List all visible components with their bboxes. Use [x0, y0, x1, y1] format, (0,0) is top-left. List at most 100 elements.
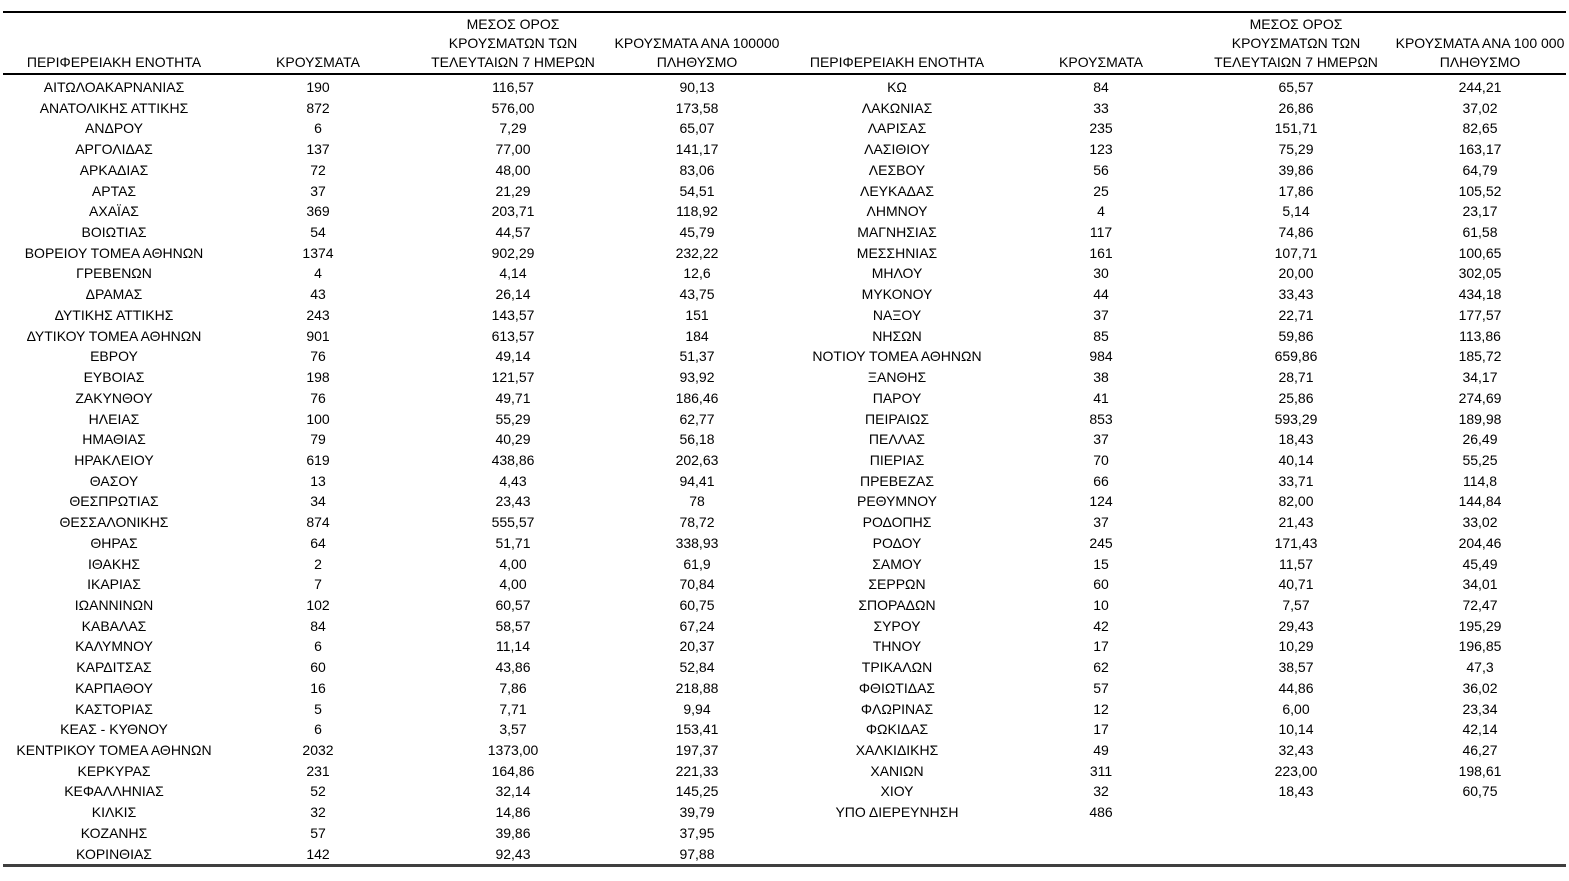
table-row: ΜΥΚΟΝΟΥ 44 33,43 434,18 — [786, 284, 1562, 305]
region-cell: ΚΑΡΠΑΘΟΥ — [75, 679, 153, 696]
region-cell: ΦΩΚΙΔΑΣ — [865, 721, 929, 738]
region-cell: ΓΡΕΒΕΝΩΝ — [76, 265, 152, 282]
region-cell: ΠΑΡΟΥ — [872, 389, 922, 406]
region-cell: ΧΑΛΚΙΔΙΚΗΣ — [855, 742, 939, 758]
avg7days-cell: 116,57 — [492, 79, 534, 95]
region-cell: ΚΑΣΤΟΡΙΑΣ — [75, 700, 153, 717]
per100k-cell: 60,75 — [679, 596, 715, 613]
avg7days-cell: 4,14 — [499, 265, 527, 282]
avg7days-cell: 33,71 — [1278, 472, 1314, 489]
region-cell: ΛΑΣΙΘΙΟΥ — [864, 141, 930, 158]
per100k-cell: 61,9 — [683, 555, 711, 572]
region-cell: ΗΛΕΙΑΣ — [88, 410, 140, 427]
cases-cell: 42 — [1093, 617, 1109, 634]
bottom-border-line — [3, 864, 1566, 867]
table-row: ΛΑΣΙΘΙΟΥ 123 75,29 163,17 — [786, 139, 1562, 160]
cases-cell: 1374 — [302, 244, 334, 261]
avg7days-cell: 107,71 — [1274, 244, 1318, 261]
table-row: ΑΡΚΑΔΙΑΣ 72 48,00 83,06 — [3, 160, 779, 181]
avg7days-cell: 74,86 — [1278, 224, 1314, 241]
table-row: ΞΑΝΘΗΣ 38 28,71 34,17 — [786, 367, 1562, 388]
region-cell: ΑΡΓΟΛΙΔΑΣ — [75, 141, 153, 158]
region-cell: ΕΒΡΟΥ — [90, 348, 138, 365]
cases-cell: 190 — [306, 79, 330, 95]
per100k-cell: 46,27 — [1462, 742, 1498, 758]
avg7days-cell: 59,86 — [1278, 327, 1314, 344]
cases-cell: 84 — [310, 617, 326, 634]
region-cell: ΑΡΚΑΔΙΑΣ — [79, 161, 149, 178]
region-cell: ΑΧΑΪΑΣ — [89, 203, 139, 220]
column-header-cases: ΚΡΟΥΣΜΑΤΑ — [1059, 54, 1143, 70]
avg7days-cell: 44,57 — [495, 224, 531, 241]
avg7days-cell: 21,43 — [1278, 514, 1314, 531]
per100k-cell: 9,94 — [683, 700, 711, 717]
cases-cell: 56 — [1093, 161, 1109, 178]
avg7days-cell: 223,00 — [1274, 762, 1318, 779]
table-row: ΡΕΘΥΜΝΟΥ 124 82,00 144,84 — [786, 491, 1562, 512]
avg7days-cell: 10,14 — [1278, 721, 1314, 738]
per100k-cell: 72,47 — [1462, 596, 1498, 613]
cases-cell: 37 — [1093, 306, 1109, 323]
table-row: ΦΩΚΙΔΑΣ 17 10,14 42,14 — [786, 719, 1562, 740]
region-cell: ΛΗΜΝΟΥ — [866, 203, 928, 220]
per100k-cell: 43,75 — [679, 286, 715, 303]
per100k-cell: 113,86 — [1459, 327, 1501, 344]
region-cell: ΘΗΡΑΣ — [90, 534, 138, 551]
table-row: ΘΗΡΑΣ 64 51,71 338,93 — [3, 533, 779, 554]
region-cell: ΙΚΑΡΙΑΣ — [87, 576, 141, 593]
cases-cell: 486 — [1089, 804, 1113, 821]
region-cell: ΧΑΝΙΩΝ — [870, 762, 924, 779]
per100k-cell: 94,41 — [679, 472, 715, 489]
table-row: ΣΠΟΡΑΔΩΝ 10 7,57 72,47 — [786, 595, 1562, 616]
cases-cell: 79 — [310, 431, 326, 448]
table-row: ΓΡΕΒΕΝΩΝ 4 4,14 12,6 — [3, 263, 779, 284]
per100k-cell: 37,95 — [679, 824, 715, 841]
cases-cell: 6 — [314, 638, 322, 655]
table-row: ΝΑΞΟΥ 37 22,71 177,57 — [786, 305, 1562, 326]
column-header-region: ΠΕΡΙΦΕΡΕΙΑΚΗ ΕΝΟΤΗΤΑ — [26, 54, 202, 70]
per100k-cell: 153,41 — [675, 721, 719, 738]
region-cell: ΜΥΚΟΝΟΥ — [861, 286, 933, 303]
table-row: ΔΥΤΙΚΟΥ ΤΟΜΕΑ ΑΘΗΝΩΝ 901 613,57 184 — [3, 326, 779, 347]
per100k-cell: 56,18 — [679, 431, 715, 448]
region-cell: ΣΠΟΡΑΔΩΝ — [858, 596, 936, 613]
table-row: ΚΑΡΠΑΘΟΥ 16 7,86 218,88 — [3, 678, 779, 699]
avg7days-cell: 171,43 — [1274, 534, 1318, 551]
cases-cell: 54 — [310, 224, 326, 241]
table-row: ΗΜΑΘΙΑΣ 79 40,29 56,18 — [3, 429, 779, 450]
table-row: ΗΛΕΙΑΣ 100 55,29 62,77 — [3, 409, 779, 430]
avg7days-cell: 58,57 — [495, 617, 531, 634]
per100k-cell: 100,65 — [1458, 244, 1502, 261]
region-cell: ΚΑΛΥΜΝΟΥ — [75, 638, 153, 655]
per100k-cell: 173,58 — [675, 99, 719, 116]
region-cell: ΕΥΒΟΙΑΣ — [83, 369, 145, 386]
region-cell: ΒΟΙΩΤΙΑΣ — [81, 224, 147, 241]
table-row: ΡΟΔΟΠΗΣ 37 21,43 33,02 — [786, 512, 1562, 533]
avg7days-cell: 164,86 — [491, 762, 535, 779]
avg7days-cell: 7,29 — [499, 120, 527, 137]
cases-cell: 2032 — [302, 742, 334, 758]
per100k-cell: 51,37 — [679, 348, 715, 365]
region-cell: ΡΕΘΥΜΝΟΥ — [856, 493, 937, 510]
table-row: ΛΕΣΒΟΥ 56 39,86 64,79 — [786, 160, 1562, 181]
per100k-cell: 70,84 — [679, 576, 715, 593]
cases-cell: 64 — [310, 534, 326, 551]
avg7days-cell: 6,00 — [1282, 700, 1310, 717]
avg7days-cell: 44,86 — [1278, 679, 1314, 696]
avg7days-cell: 7,71 — [499, 700, 527, 717]
per100k-cell: 338,93 — [675, 534, 719, 551]
table-row: ΠΡΕΒΕΖΑΣ 66 33,71 114,8 — [786, 471, 1562, 492]
cases-cell: 32 — [310, 804, 326, 821]
per100k-cell: 184 — [685, 327, 709, 344]
region-cell: ΠΕΙΡΑΙΩΣ — [865, 410, 929, 427]
table-row: ΚΟΡΙΝΘΙΑΣ 142 92,43 97,88 — [3, 844, 779, 865]
cases-cell: 37 — [310, 182, 326, 199]
avg7days-cell: 121,57 — [491, 369, 535, 386]
per100k-cell: 185,72 — [1458, 348, 1502, 365]
left-table: ΑΙΤΩΛΟΑΚΑΡΝΑΝΙΑΣ 190 116,57 90,13 ΑΝΑΤΟΛΙΚΗΣ… — [3, 77, 779, 864]
table-row: ΧΑΛΚΙΔΙΚΗΣ 49 32,43 46,27 — [786, 740, 1562, 761]
avg7days-cell: 32,43 — [1278, 742, 1314, 758]
region-cell: ΚΙΛΚΙΣ — [91, 804, 137, 821]
per100k-cell: 189,98 — [1458, 410, 1502, 427]
